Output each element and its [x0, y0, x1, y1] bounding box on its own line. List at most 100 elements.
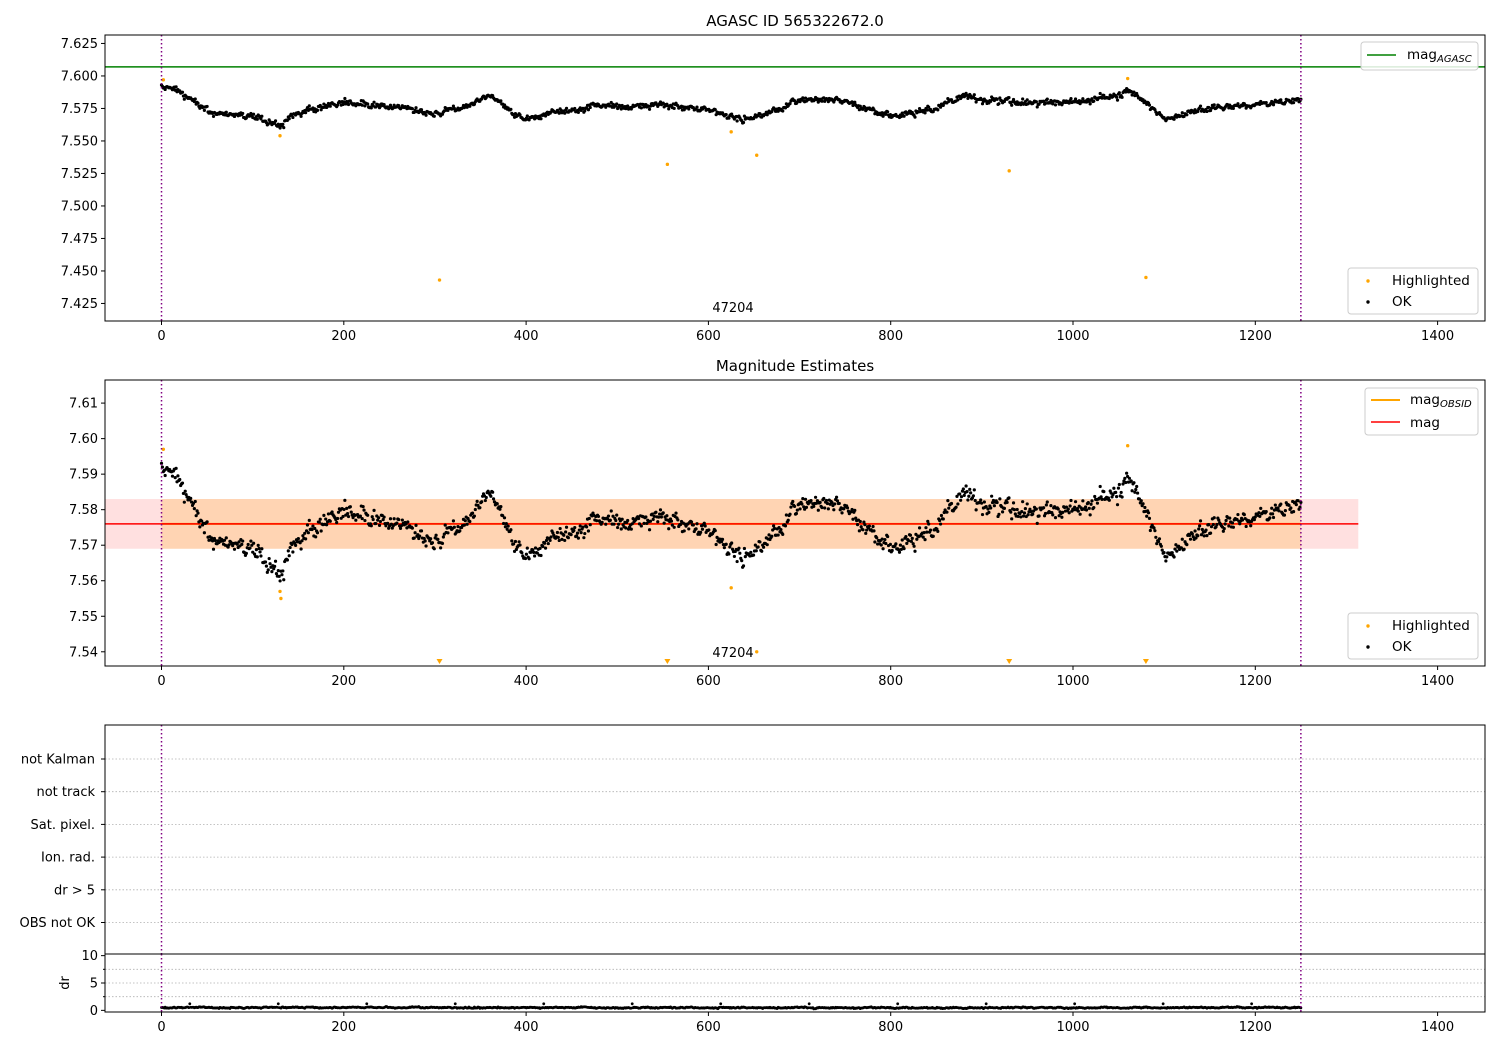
ok-point: [825, 501, 830, 506]
ok-point: [579, 531, 583, 535]
ok-point: [765, 543, 769, 547]
ok-point: [491, 93, 495, 98]
ok-point: [468, 519, 472, 524]
ok-point: [826, 507, 830, 511]
ok-point: [213, 538, 217, 543]
ok-point: [1271, 103, 1276, 107]
ok-point: [703, 524, 707, 528]
ok-point: [529, 550, 533, 554]
ok-point: [900, 111, 904, 115]
ok-point: [388, 517, 393, 521]
ok-point: [363, 518, 367, 523]
ok-point: [1148, 528, 1152, 533]
ok-point: [174, 466, 178, 470]
ok-point: [1100, 497, 1104, 501]
ok-point: [1081, 499, 1085, 503]
ok-point: [1073, 500, 1078, 504]
ok-point: [577, 528, 581, 532]
ok-point: [644, 515, 648, 519]
ok-point: [857, 529, 861, 533]
ok-point: [418, 534, 422, 538]
ok-point: [314, 535, 318, 539]
ok-point: [258, 550, 262, 554]
ok-point: [305, 523, 310, 527]
ok-point: [520, 551, 524, 555]
ok-point: [432, 114, 436, 118]
ok-point: [377, 516, 381, 520]
ok-point: [1069, 96, 1073, 101]
ok-point: [1114, 490, 1118, 495]
ok-point: [813, 495, 818, 499]
ok-point: [322, 513, 326, 517]
ok-point: [735, 119, 739, 123]
ok-point: [360, 103, 364, 107]
ok-point: [274, 572, 279, 576]
x-tick-label: 400: [514, 1020, 539, 1035]
ok-point: [557, 111, 561, 115]
ok-point: [463, 519, 467, 523]
ok-point: [237, 540, 241, 544]
ok-point: [784, 513, 788, 517]
ok-point: [897, 550, 902, 554]
ok-point: [647, 107, 652, 111]
ok-point: [363, 104, 367, 108]
ok-point: [572, 528, 576, 533]
ok-point: [820, 506, 824, 510]
ok-point: [1252, 518, 1256, 522]
legend-highlighted-label: Highlighted: [1392, 273, 1470, 289]
ok-point: [909, 539, 913, 543]
ok-point: [372, 508, 376, 512]
ok-point: [772, 107, 777, 111]
ok-point: [412, 536, 416, 540]
ok-point: [616, 522, 621, 526]
ok-point: [980, 512, 985, 517]
ok-point: [956, 502, 960, 506]
ok-point: [1119, 490, 1123, 495]
ok-point: [815, 499, 820, 503]
ok-point: [181, 491, 186, 496]
ok-point: [753, 543, 757, 547]
ok-point: [699, 530, 703, 534]
ok-point: [730, 541, 734, 545]
ok-point: [546, 541, 550, 546]
ok-point: [1289, 506, 1293, 510]
ok-point: [1130, 489, 1134, 493]
ok-point: [672, 106, 676, 110]
ok-point: [791, 499, 795, 504]
ok-point: [1217, 518, 1221, 522]
ok-point: [270, 570, 274, 574]
y-tick-label: 7.475: [61, 232, 98, 247]
ok-point: [404, 522, 408, 526]
ok-point: [965, 489, 969, 494]
ok-point: [915, 537, 919, 541]
ok-point: [573, 525, 577, 530]
ok-point: [840, 511, 844, 515]
ok-point: [563, 111, 567, 115]
ok-point: [588, 523, 592, 527]
ok-point: [1117, 482, 1121, 487]
highlighted-point: [1125, 76, 1130, 81]
ok-point: [772, 526, 777, 531]
ok-point: [211, 114, 216, 119]
x-tick-label: 0: [157, 674, 165, 689]
ok-point: [484, 495, 488, 500]
ok-point: [724, 542, 728, 546]
ok-point: [657, 515, 661, 519]
ok-point: [713, 108, 717, 112]
ok-point: [1147, 516, 1152, 520]
ok-point: [354, 518, 358, 522]
ok-point: [1025, 502, 1029, 506]
ok-point: [541, 544, 545, 549]
ok-point: [823, 506, 827, 510]
ok-point: [803, 497, 808, 501]
ok-point: [310, 527, 314, 532]
ok-point: [1270, 506, 1274, 510]
ok-point: [804, 505, 809, 509]
ok-point: [1029, 509, 1033, 514]
ok-point: [194, 514, 198, 518]
ok-point: [792, 504, 797, 509]
highlighted-point: [161, 447, 166, 451]
ok-point: [695, 105, 699, 109]
ok-point: [1010, 517, 1014, 521]
ok-point: [654, 510, 658, 514]
